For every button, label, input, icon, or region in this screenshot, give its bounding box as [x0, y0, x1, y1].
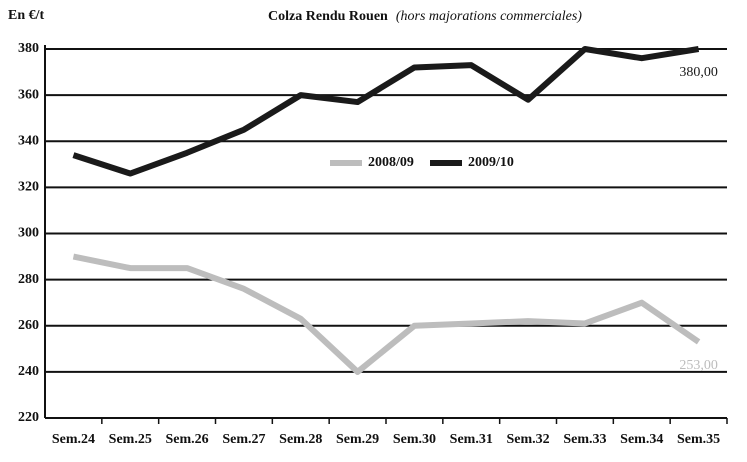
y-axis-label: En €/t	[8, 8, 45, 23]
y-tick-label: 380	[18, 41, 39, 56]
x-tick-label: Sem.28	[279, 432, 322, 447]
x-tick-label: Sem.34	[620, 432, 663, 447]
y-tick-label: 320	[18, 180, 39, 195]
x-tick-label: Sem.31	[450, 432, 493, 447]
x-tick-label: Sem.24	[52, 432, 95, 447]
y-tick-label: 340	[18, 133, 39, 148]
x-tick-label: Sem.35	[677, 432, 720, 447]
y-tick-label: 220	[18, 410, 39, 425]
data-label: 380,00	[679, 65, 718, 80]
x-tick-label: Sem.29	[336, 432, 379, 447]
data-line	[72, 46, 700, 177]
legend-label: 2009/10	[468, 155, 514, 170]
data-line	[72, 253, 701, 375]
y-tick-label: 240	[18, 364, 39, 379]
x-tick-label: Sem.32	[506, 432, 549, 447]
legend-label: 2008/09	[368, 155, 414, 170]
x-tick-label: Sem.25	[109, 432, 152, 447]
y-tick-label: 300	[18, 226, 39, 241]
title: Colza Rendu Rouen	[268, 9, 388, 24]
data-label: 253,00	[679, 358, 718, 373]
x-tick-label: Sem.33	[563, 432, 606, 447]
y-tick-label: 360	[18, 87, 39, 102]
y-tick-label: 280	[18, 272, 39, 287]
chart-title: Colza Rendu Rouen (hors majorations comme…	[268, 9, 582, 24]
x-tick-label: Sem.30	[393, 432, 436, 447]
x-tick-label: Sem.26	[165, 432, 208, 447]
subtitle: (hors majorations commerciales)	[396, 9, 582, 24]
x-tick-label: Sem.27	[222, 432, 265, 447]
y-tick-label: 260	[18, 318, 39, 333]
